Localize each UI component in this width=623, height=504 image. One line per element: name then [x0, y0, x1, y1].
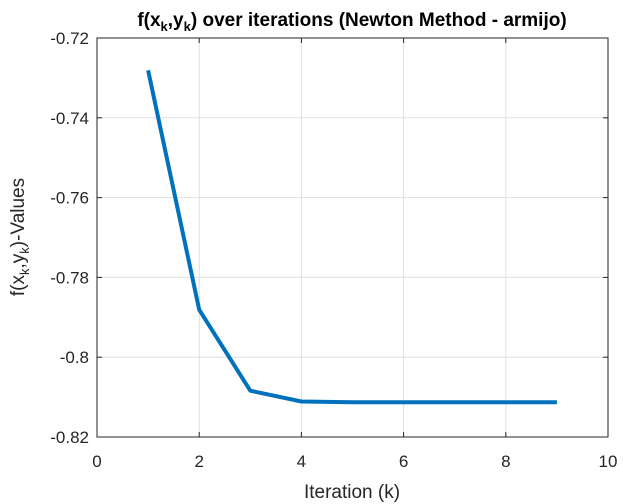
y-tick-label: -0.82: [50, 428, 89, 447]
x-tick-label: 2: [194, 452, 203, 471]
y-tick-label: -0.8: [60, 348, 89, 367]
y-tick-label: -0.78: [50, 268, 89, 287]
x-tick-label: 0: [92, 452, 101, 471]
chart-title: f(xk,yk) over iterations (Newton Method …: [137, 10, 566, 34]
series-line: [146, 69, 557, 405]
y-tick-label: -0.74: [50, 109, 89, 128]
x-tick-label: 10: [599, 452, 618, 471]
y-tick-label: -0.72: [50, 29, 89, 48]
x-tick-label: 4: [297, 452, 306, 471]
y-tick-label: -0.76: [50, 189, 89, 208]
series-layer: [146, 69, 557, 405]
x-axis-label: Iteration (k): [304, 482, 400, 503]
ticks: 0 2 4 6 8 10 -0.82 -0.8 -0.78 -0.76 -0.74 -0.72: [50, 29, 617, 471]
plot-area: [97, 38, 608, 437]
axes-box: [96, 37, 609, 438]
x-tick-label: 6: [399, 452, 408, 471]
x-tick-label: 8: [501, 452, 510, 471]
y-axis-label: f(xk,yk)-Values: [8, 178, 32, 296]
